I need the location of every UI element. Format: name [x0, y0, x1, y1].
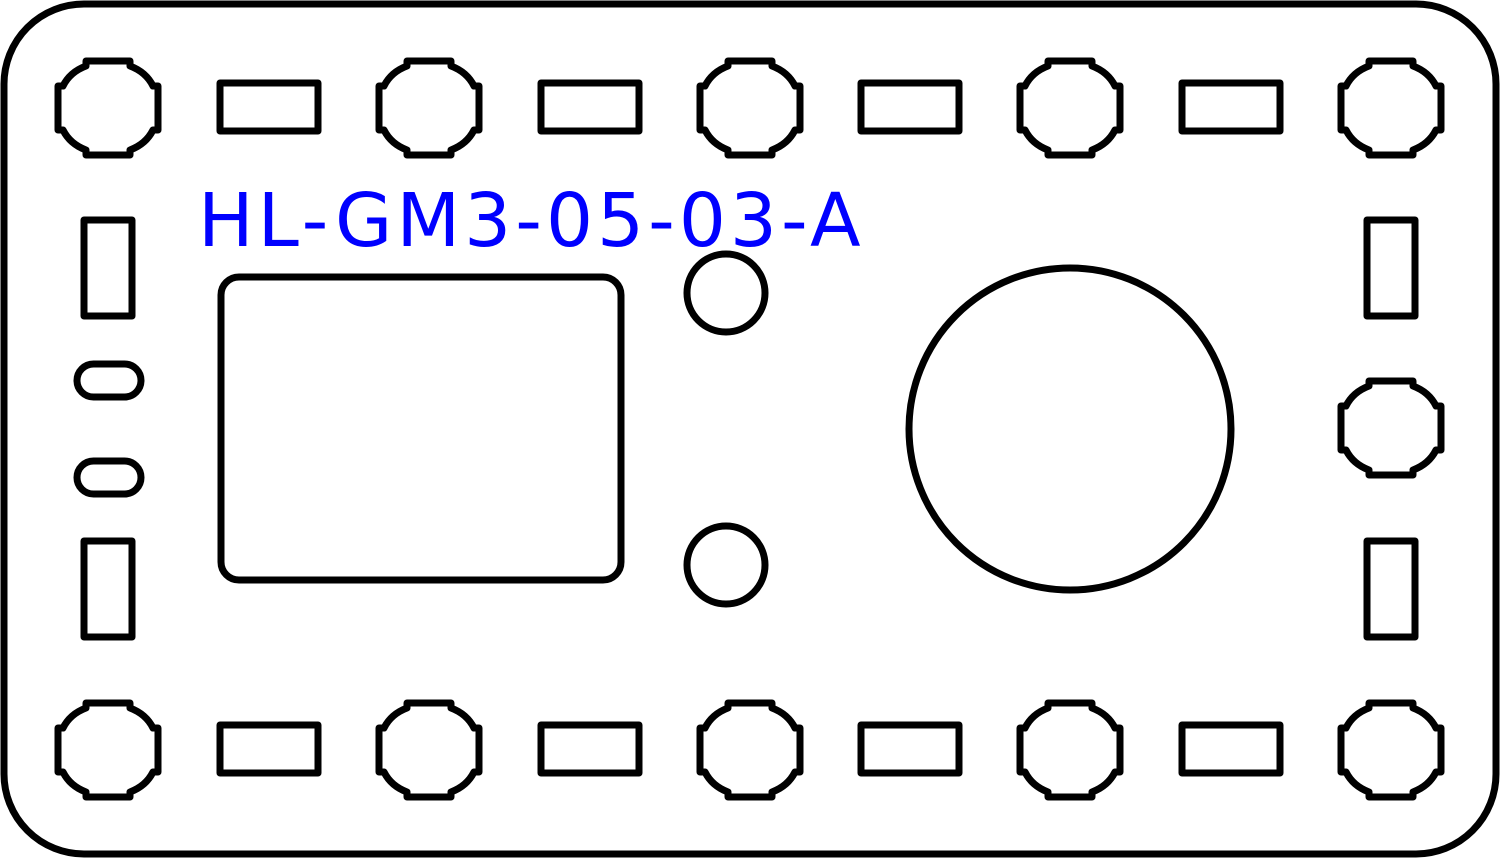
slot-right-top	[1363, 216, 1419, 320]
slot-bottom-2	[537, 721, 643, 777]
large-round-cutout	[905, 264, 1235, 594]
mounting-hole-bottom-1	[58, 703, 158, 797]
slot-left-top	[80, 216, 136, 320]
mounting-hole-right-middle	[1341, 381, 1441, 475]
oblong-hole-left-1	[73, 360, 145, 401]
mounting-hole-bottom-3	[700, 703, 800, 797]
slot-right-bottom	[1363, 537, 1419, 641]
mounting-hole-top-2	[379, 61, 479, 155]
mounting-hole-top-1	[58, 61, 158, 155]
slot-bottom-3	[857, 721, 963, 777]
slot-left-bottom	[80, 537, 136, 641]
mounting-hole-top-3	[700, 61, 800, 155]
oblong-hole-left-2	[73, 457, 145, 498]
small-hole-upper	[683, 250, 769, 336]
slot-top-1	[216, 79, 322, 135]
mounting-hole-top-4	[1020, 61, 1120, 155]
mounting-hole-top-5	[1341, 61, 1441, 155]
mounting-hole-bottom-2	[379, 703, 479, 797]
mounting-hole-bottom-5	[1341, 703, 1441, 797]
mounting-hole-bottom-4	[1020, 703, 1120, 797]
slot-bottom-4	[1178, 721, 1284, 777]
slot-top-4	[1178, 79, 1284, 135]
slot-bottom-1	[216, 721, 322, 777]
part-number-label: HL-GM3-05-03-A	[198, 178, 865, 264]
rectangular-cutout	[217, 273, 625, 584]
small-hole-lower	[683, 522, 769, 608]
slot-top-2	[537, 79, 643, 135]
slot-top-3	[857, 79, 963, 135]
